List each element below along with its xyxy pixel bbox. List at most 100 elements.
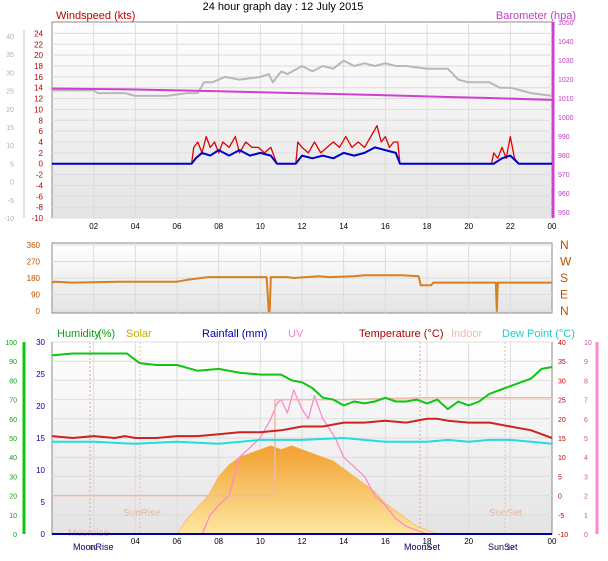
- time-tick-label: 04: [131, 537, 140, 546]
- compass-tick-label: E: [560, 288, 568, 302]
- barometer-tick-label: 1020: [558, 77, 574, 84]
- rainfall-tick-label: 30: [36, 338, 45, 347]
- uv-tick-label: 6: [584, 417, 588, 424]
- time-tick-label: 12: [298, 222, 307, 231]
- barometer-axis-title: Barometer (hpa): [496, 10, 576, 22]
- temperature-tick-label: 15: [558, 436, 566, 443]
- windspeed-tick-label: 2: [39, 149, 44, 158]
- humidity-tick-label: 70: [9, 398, 17, 405]
- legend-temperature: Temperature (°C): [359, 328, 443, 340]
- moonset-label: MoonSet: [404, 542, 441, 552]
- direction-tick-label: 90: [31, 291, 40, 300]
- uv-tick-label: 3: [584, 474, 588, 481]
- temperature-tick-label: 5: [558, 474, 562, 481]
- sunset-label: SunSet: [488, 542, 518, 552]
- legend-humidity-unit: (%): [98, 328, 115, 340]
- uv-tick-label: 7: [584, 398, 588, 405]
- barometer-tick-label: 990: [558, 134, 570, 141]
- windspeed-tick-label: 12: [34, 95, 43, 104]
- uv-tick-label: 1: [584, 513, 588, 520]
- time-tick-label: 06: [173, 222, 182, 231]
- time-tick-label: 18: [423, 222, 432, 231]
- windspeed-tick-label: 8: [39, 116, 44, 125]
- gust-tick-label: 25: [6, 89, 14, 96]
- humidity-tick-label: 60: [9, 417, 17, 424]
- legend-uv: UV: [288, 328, 304, 340]
- temperature-tick-label: 30: [558, 378, 566, 385]
- windspeed-tick-label: 24: [34, 29, 43, 38]
- gust-tick-label: 40: [6, 34, 14, 41]
- windspeed-axis-title: Windspeed (kts): [56, 10, 135, 22]
- time-tick-label: 16: [381, 537, 390, 546]
- humidity-tick-label: 10: [9, 513, 17, 520]
- temperature-tick-label: 25: [558, 398, 566, 405]
- gust-tick-label: -10: [4, 216, 14, 223]
- humidity-tick-label: 0: [13, 532, 17, 539]
- wind-direction-line: [51, 274, 552, 312]
- time-tick-label: 04: [131, 222, 140, 231]
- rainfall-tick-label: 0: [41, 530, 46, 539]
- time-tick-label: 08: [214, 222, 223, 231]
- uv-tick-label: 5: [584, 436, 588, 443]
- temperature-tick-label: 20: [558, 417, 566, 424]
- time-tick-label: 02: [89, 222, 98, 231]
- windspeed-tick-label: -2: [36, 171, 44, 180]
- windspeed-tick-label: 10: [34, 105, 43, 114]
- sunrise-label: SunRise: [123, 508, 161, 519]
- uv-line: [52, 389, 552, 535]
- time-tick-label: 14: [339, 222, 348, 231]
- barometer-tick-label: 1040: [558, 39, 574, 46]
- temperature-tick-label: -5: [558, 513, 564, 520]
- uv-tick-label: 2: [584, 494, 588, 501]
- rainfall-tick-label: 5: [41, 498, 46, 507]
- indoor-temperature-line: [52, 396, 552, 497]
- time-tick-label: 18: [423, 545, 431, 552]
- windspeed-tick-label: -6: [36, 192, 44, 201]
- gust-direction-line: [52, 59, 553, 97]
- humidity-tick-label: 40: [9, 455, 17, 462]
- humidity-tick-label: 80: [9, 378, 17, 385]
- barometer-tick-label: 970: [558, 172, 570, 179]
- rainfall-tick-label: 20: [36, 402, 45, 411]
- temperature-tick-label: 35: [558, 359, 566, 366]
- windspeed-tick-label: 20: [34, 51, 43, 60]
- time-tick-label: 14: [339, 537, 348, 546]
- humidity-tick-label: 100: [5, 340, 17, 347]
- windspeed-tick-label: 14: [34, 84, 43, 93]
- windspeed-tick-label: 4: [39, 138, 44, 147]
- windspeed-tick-label: -4: [36, 181, 44, 190]
- time-tick-label: 00: [548, 222, 557, 231]
- time-tick-label: 20: [464, 537, 473, 546]
- direction-tick-label: 180: [27, 274, 41, 283]
- time-tick-label: 10: [256, 537, 265, 546]
- temperature-line: [51, 417, 553, 439]
- legend-humidity: Humidity: [57, 328, 100, 340]
- windspeed-tick-label: 0: [39, 160, 44, 169]
- humidity-line: [51, 352, 553, 411]
- time-tick-label: 06: [173, 537, 182, 546]
- legend-indoor: Indoor: [451, 328, 483, 340]
- time-tick-label: 20: [464, 222, 473, 231]
- chart-title: 24 hour graph day : 12 July 2015: [203, 1, 364, 13]
- legend-rainfall: Rainfall (mm): [202, 328, 267, 340]
- legend-dewpoint: Dew Point (°C): [502, 328, 575, 340]
- barometer-tick-label: 980: [558, 153, 570, 160]
- gust-tick-label: 0: [10, 180, 14, 187]
- humidity-tick-label: 90: [9, 359, 17, 366]
- gust-tick-label: 5: [10, 161, 14, 168]
- time-tick-label: 08: [214, 537, 223, 546]
- moonrise-label: MoonRise: [73, 542, 114, 552]
- direction-tick-label: 270: [27, 258, 41, 267]
- time-tick-label: 10: [256, 222, 265, 231]
- uv-tick-label: 10: [584, 340, 592, 347]
- time-tick-label: 02: [90, 545, 98, 552]
- gust-tick-label: 10: [6, 143, 14, 150]
- legend-solar: Solar: [126, 328, 152, 340]
- temperature-tick-label: 10: [558, 455, 566, 462]
- rainfall-tick-label: 10: [36, 466, 45, 475]
- direction-tick-label: 0: [36, 307, 41, 316]
- uv-tick-label: 8: [584, 378, 588, 385]
- uv-tick-label: 9: [584, 359, 588, 366]
- gust-tick-label: 35: [6, 52, 14, 59]
- windspeed-average-line: [52, 146, 552, 165]
